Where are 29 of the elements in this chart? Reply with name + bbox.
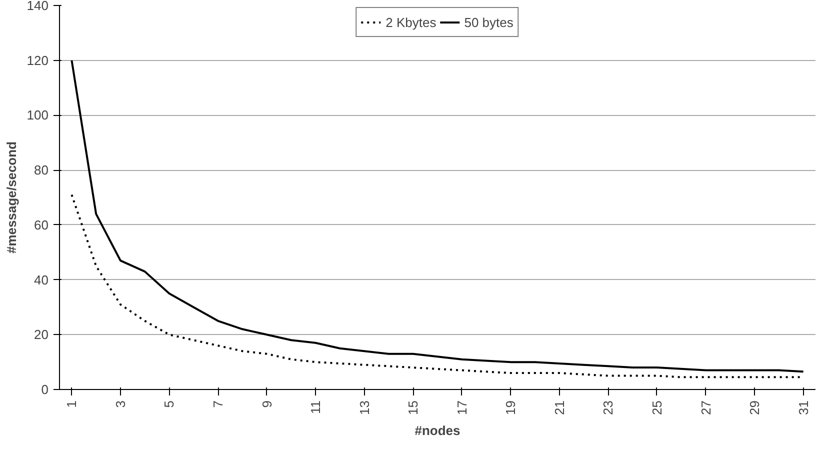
x-tick-label: 27 — [698, 400, 714, 415]
x-axis-title: #nodes — [414, 422, 460, 438]
line-series — [70, 59, 804, 373]
x-tick-label: 19 — [503, 400, 518, 415]
x-tick-label: 13 — [356, 400, 372, 415]
x-tick-label: 25 — [649, 400, 664, 415]
y-tick-label: 120 — [26, 52, 49, 68]
y-tick-label: 60 — [34, 217, 49, 232]
legend-label: 2 Kbytes — [386, 14, 436, 30]
x-tick-label: 11 — [308, 400, 324, 414]
x-tick-label: 9 — [259, 400, 274, 408]
x-tick-label: 23 — [600, 400, 616, 415]
y-tick-label: 0 — [41, 382, 49, 397]
x-tick-label: 3 — [112, 400, 128, 408]
x-tick-label: 7 — [210, 400, 226, 408]
y-tick-label: 40 — [34, 272, 49, 288]
x-tick-label: 17 — [454, 400, 470, 415]
x-tick-label: 1 — [64, 400, 80, 408]
y-axis-title: #message/second — [4, 141, 19, 254]
x-tick-label: 5 — [162, 400, 177, 408]
y-tick-label: 140 — [26, 0, 49, 13]
x-tick-label: 21 — [552, 400, 567, 415]
x-tick-label: 15 — [406, 400, 421, 415]
y-tick-label: 20 — [34, 327, 49, 342]
x-tick-label: 31 — [796, 400, 811, 415]
y-tick-label: 100 — [26, 108, 49, 123]
x-tick-label: 29 — [747, 400, 762, 415]
legend-label: 50 bytes — [464, 14, 514, 30]
y-tick-label: 80 — [34, 162, 49, 178]
